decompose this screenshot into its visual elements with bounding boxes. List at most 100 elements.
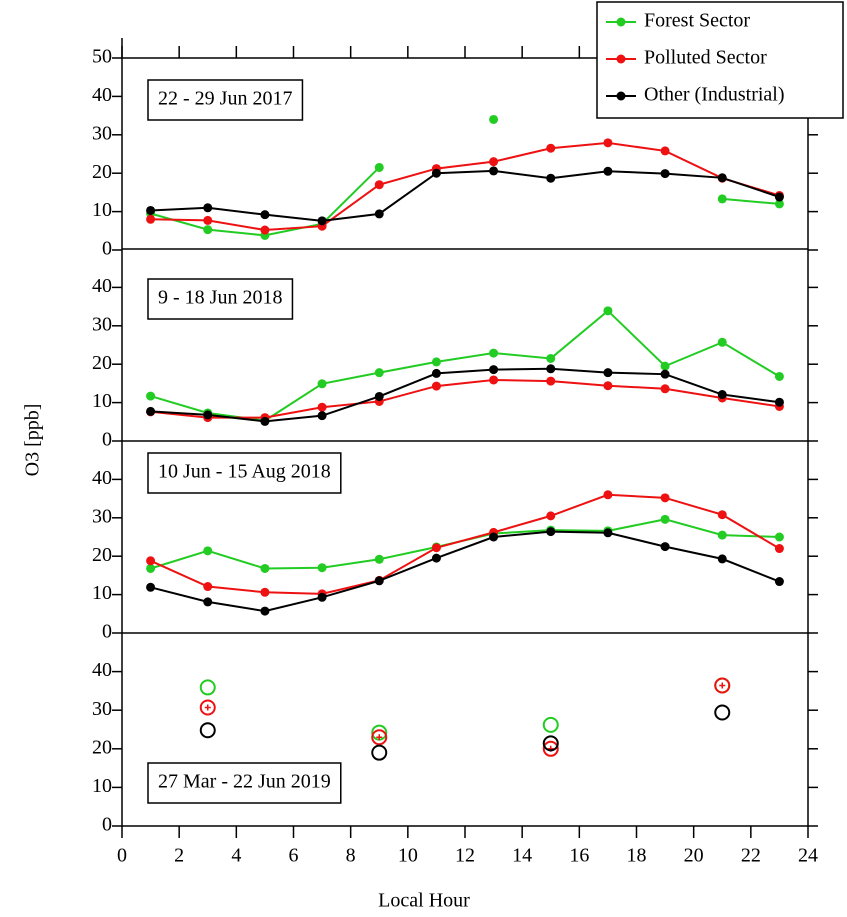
- legend-label: Polluted Sector: [644, 47, 767, 69]
- marker-cross: [204, 704, 211, 711]
- point: [542, 740, 559, 757]
- point: [374, 576, 384, 586]
- series-line: [150, 530, 780, 613]
- panel-label-box: [147, 762, 342, 804]
- point: [546, 527, 556, 537]
- point: [774, 371, 784, 381]
- series-line: [150, 367, 780, 423]
- point: [714, 704, 731, 721]
- point: [774, 532, 784, 542]
- point: [603, 306, 613, 316]
- series-line: [150, 141, 780, 232]
- point: [317, 592, 327, 602]
- point: [546, 376, 556, 386]
- point: [203, 410, 213, 420]
- point: [714, 677, 731, 694]
- x-tick-label: 10: [398, 845, 418, 867]
- point: [717, 173, 727, 183]
- y-tick-label: 30: [92, 122, 112, 144]
- y-tick-label: 20: [92, 161, 112, 183]
- point: [146, 582, 156, 592]
- point: [431, 368, 441, 378]
- point: [199, 722, 216, 739]
- legend-marker: [616, 91, 626, 101]
- point: [717, 530, 727, 540]
- y-tick-label: 40: [92, 84, 112, 106]
- x-tick-label: 18: [627, 845, 647, 867]
- point: [260, 606, 270, 616]
- legend-label: Forest Sector: [644, 10, 750, 32]
- y-tick-label: 0: [102, 814, 112, 836]
- legend-marker: [616, 17, 626, 27]
- point: [146, 391, 156, 401]
- panel-label: 10 Jun - 15 Aug 2018: [158, 461, 331, 483]
- point: [489, 375, 499, 385]
- marker-cross: [376, 734, 383, 741]
- point: [260, 210, 270, 220]
- point: [717, 337, 727, 347]
- point: [546, 511, 556, 521]
- point: [317, 379, 327, 389]
- point: [431, 553, 441, 563]
- point: [203, 225, 213, 235]
- y-tick-label: 10: [92, 582, 112, 604]
- series-line: [150, 518, 780, 570]
- y-tick-label: 10: [92, 775, 112, 797]
- frame: [121, 38, 809, 827]
- y-tick-label: 0: [102, 429, 112, 451]
- x-tick-label: 0: [117, 845, 127, 867]
- point: [717, 194, 727, 204]
- series-line: [150, 166, 780, 237]
- point: [717, 510, 727, 520]
- point: [431, 168, 441, 178]
- x-tick-label: 24: [798, 845, 818, 867]
- point: [774, 199, 784, 209]
- y-tick-label: 10: [92, 199, 112, 221]
- y-axis-label: O3 [ppb]: [22, 404, 44, 477]
- point: [317, 216, 327, 226]
- point: [317, 411, 327, 421]
- point: [660, 384, 670, 394]
- y-tick-label: 40: [92, 275, 112, 297]
- y-tick-label: 20: [92, 352, 112, 374]
- y-tick-label: 0: [102, 238, 112, 260]
- y-tick-label: 30: [92, 313, 112, 335]
- point: [260, 563, 270, 573]
- series-line: [150, 169, 780, 222]
- y-tick-label: 30: [92, 698, 112, 720]
- point: [489, 532, 499, 542]
- y-tick-label: 30: [92, 505, 112, 527]
- point: [260, 225, 270, 235]
- x-tick-label: 4: [231, 845, 241, 867]
- y-tick-label: 20: [92, 544, 112, 566]
- y-tick-label: 0: [102, 621, 112, 643]
- point: [489, 157, 499, 167]
- point: [199, 699, 216, 716]
- point: [774, 544, 784, 554]
- point: [146, 406, 156, 416]
- point: [546, 364, 556, 374]
- x-tick-label: 22: [741, 845, 761, 867]
- x-tick-label: 8: [346, 845, 356, 867]
- point: [660, 369, 670, 379]
- y-tick-label: 20: [92, 736, 112, 758]
- point: [146, 556, 156, 566]
- point: [374, 209, 384, 219]
- legend-label: Other (Industrial): [644, 84, 785, 106]
- point: [546, 143, 556, 153]
- point: [146, 563, 156, 573]
- series-line: [150, 309, 780, 422]
- panel-label-box: [147, 278, 294, 320]
- y-tick-label: 10: [92, 390, 112, 412]
- x-tick-label: 16: [569, 845, 589, 867]
- point: [374, 180, 384, 190]
- y-tick-label: 40: [92, 467, 112, 489]
- point: [717, 390, 727, 400]
- x-tick-label: 14: [512, 845, 532, 867]
- panel-label: 22 - 29 Jun 2017: [158, 88, 292, 110]
- point: [542, 735, 559, 752]
- point: [317, 563, 327, 573]
- point: [546, 353, 556, 363]
- point: [374, 368, 384, 378]
